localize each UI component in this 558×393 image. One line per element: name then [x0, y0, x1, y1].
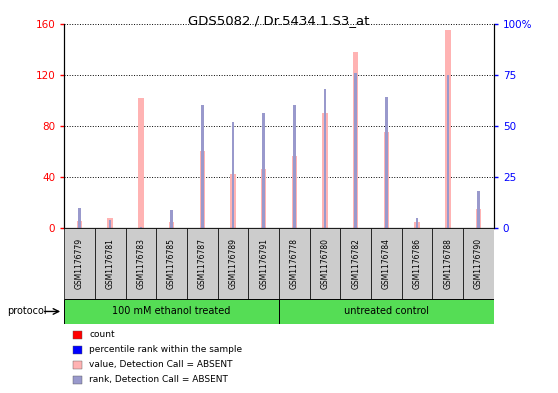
Bar — [108, 218, 113, 228]
Bar — [385, 97, 388, 228]
Text: GSM1176785: GSM1176785 — [167, 238, 176, 289]
Text: 100 mM ethanol treated: 100 mM ethanol treated — [112, 307, 231, 316]
Text: GDS5082 / Dr.5434.1.S3_at: GDS5082 / Dr.5434.1.S3_at — [188, 14, 370, 27]
Text: GSM1176789: GSM1176789 — [228, 238, 238, 289]
Text: value, Detection Call = ABSENT: value, Detection Call = ABSENT — [89, 360, 233, 369]
Bar — [371, 228, 402, 299]
Text: rank, Detection Call = ABSENT: rank, Detection Call = ABSENT — [89, 375, 228, 384]
Bar — [64, 228, 95, 299]
Bar — [446, 75, 449, 228]
Text: GSM1176788: GSM1176788 — [443, 238, 453, 289]
Bar — [109, 220, 112, 228]
Bar — [201, 105, 204, 228]
Bar — [200, 151, 205, 228]
Bar — [232, 122, 234, 228]
Bar — [476, 209, 481, 228]
Bar — [402, 228, 432, 299]
Bar — [261, 169, 266, 228]
Bar — [292, 156, 297, 228]
Bar — [354, 73, 357, 228]
Text: GSM1176787: GSM1176787 — [198, 238, 207, 289]
Bar — [323, 113, 328, 228]
Bar — [78, 208, 81, 228]
Bar — [169, 222, 174, 228]
Bar — [463, 228, 494, 299]
Bar — [279, 228, 310, 299]
Bar — [64, 299, 279, 324]
Text: protocol: protocol — [7, 307, 46, 316]
Bar — [262, 114, 265, 228]
Bar — [416, 218, 418, 228]
Bar — [324, 89, 326, 228]
Bar — [187, 228, 218, 299]
Bar — [477, 191, 480, 228]
Text: GSM1176783: GSM1176783 — [136, 238, 146, 289]
Bar — [310, 228, 340, 299]
Text: count: count — [89, 331, 115, 339]
Bar — [218, 228, 248, 299]
Bar — [432, 228, 463, 299]
Bar — [415, 222, 420, 228]
Bar — [138, 97, 143, 228]
Text: GSM1176784: GSM1176784 — [382, 238, 391, 289]
Bar — [340, 228, 371, 299]
Bar — [95, 228, 126, 299]
Bar — [293, 105, 296, 228]
Bar — [156, 228, 187, 299]
Bar — [445, 30, 450, 228]
Bar — [230, 174, 235, 228]
Text: GSM1176780: GSM1176780 — [320, 238, 330, 289]
Text: GSM1176786: GSM1176786 — [412, 238, 422, 289]
Bar — [140, 227, 142, 228]
Text: GSM1176779: GSM1176779 — [75, 238, 84, 289]
Bar — [170, 209, 173, 228]
Bar — [279, 299, 494, 324]
Bar — [384, 132, 389, 228]
Text: GSM1176781: GSM1176781 — [105, 238, 115, 289]
Text: percentile rank within the sample: percentile rank within the sample — [89, 345, 242, 354]
Bar — [126, 228, 156, 299]
Text: GSM1176790: GSM1176790 — [474, 238, 483, 289]
Text: GSM1176782: GSM1176782 — [351, 238, 360, 289]
Bar — [77, 221, 82, 228]
Text: GSM1176778: GSM1176778 — [290, 238, 299, 289]
Text: untreated control: untreated control — [344, 307, 429, 316]
Bar — [353, 51, 358, 228]
Bar — [248, 228, 279, 299]
Text: GSM1176791: GSM1176791 — [259, 238, 268, 289]
